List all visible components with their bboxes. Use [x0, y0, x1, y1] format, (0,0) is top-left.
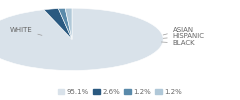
Wedge shape [44, 9, 72, 39]
Legend: 95.1%, 2.6%, 1.2%, 1.2%: 95.1%, 2.6%, 1.2%, 1.2% [57, 88, 183, 96]
Wedge shape [58, 8, 72, 39]
Text: HISPANIC: HISPANIC [163, 33, 205, 39]
Wedge shape [65, 8, 72, 39]
Text: ASIAN: ASIAN [163, 26, 194, 35]
Text: WHITE: WHITE [10, 26, 42, 35]
Wedge shape [0, 8, 163, 70]
Text: BLACK: BLACK [162, 40, 195, 46]
